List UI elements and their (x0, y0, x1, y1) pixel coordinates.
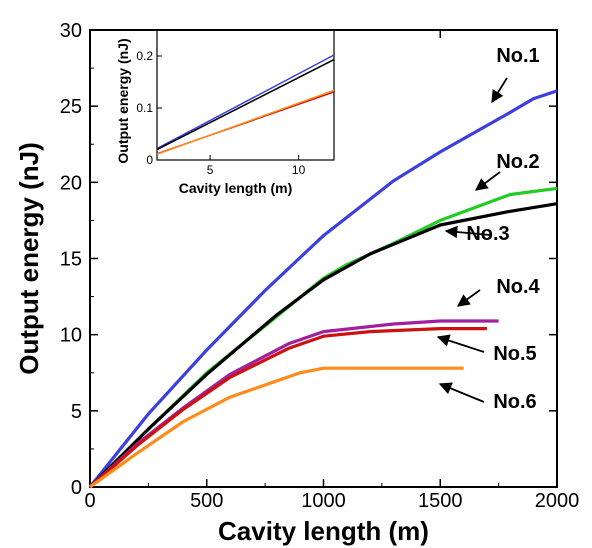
annotation-arrow (444, 225, 491, 239)
annotation-label: No.4 (496, 276, 540, 298)
y-tick-label: 5 (71, 401, 82, 423)
annotation-label: No.2 (496, 151, 539, 173)
inset-y-tick-label: 0.1 (136, 101, 153, 115)
inset-series-line-4 (156, 89, 335, 156)
x-tick-label: 2000 (535, 490, 580, 512)
annotation-label: No.3 (466, 223, 509, 245)
inset-y-axis-label: Output energy (nJ) (115, 38, 131, 163)
annotation-arrow (456, 289, 481, 307)
x-tick-label: 1500 (418, 490, 463, 512)
y-tick-label: 25 (60, 96, 82, 118)
annotations: No.1 No.2 No.3 No.4 No.5 No.6 (436, 45, 541, 413)
y-tick-label: 0 (71, 477, 82, 499)
annotation-arrow (438, 382, 485, 403)
annotation-label: No.1 (496, 45, 539, 67)
series-line-5 (88, 327, 487, 489)
inset-x-tick-label: 5 (207, 163, 214, 177)
y-tick-label: 15 (60, 249, 82, 271)
series-line-6 (89, 366, 464, 489)
y-axis-label: Output energy (nJ) (14, 142, 44, 375)
inset-frame (156, 29, 335, 161)
annotation-arrow (474, 171, 501, 191)
inset-x-axis-label: Cavity length (m) (179, 180, 293, 196)
x-tick-label: 0 (84, 490, 95, 512)
inset-background (108, 31, 342, 203)
x-tick-label: 1000 (301, 490, 346, 512)
y-tick-label: 10 (60, 325, 82, 347)
inset-x-tick-label: 10 (292, 163, 306, 177)
main-plot: 0 500 1000 1500 2000 0 5 10 15 20 25 30 (60, 20, 580, 512)
inset-series-line-2 (156, 58, 335, 151)
annotation-arrow (436, 334, 485, 353)
y-tick-label: 30 (60, 20, 82, 42)
x-axis-label: Cavity length (m) (218, 516, 429, 546)
inset-y-tick-label: 0 (146, 153, 153, 167)
y-tick-label: 20 (60, 172, 82, 194)
inset-y-tick-label: 0.2 (136, 49, 153, 63)
inset-series-line-1 (156, 54, 335, 150)
series-line-1 (88, 89, 558, 488)
annotation-label: No.6 (493, 391, 536, 413)
series-line-3 (88, 202, 558, 489)
x-tick-label: 500 (190, 490, 223, 512)
inset-plot: 5 10 0 0.1 0.2 Cavity length (m) Output energy… (108, 29, 342, 203)
annotation-label: No.5 (493, 343, 536, 365)
annotation-arrow (491, 77, 508, 104)
